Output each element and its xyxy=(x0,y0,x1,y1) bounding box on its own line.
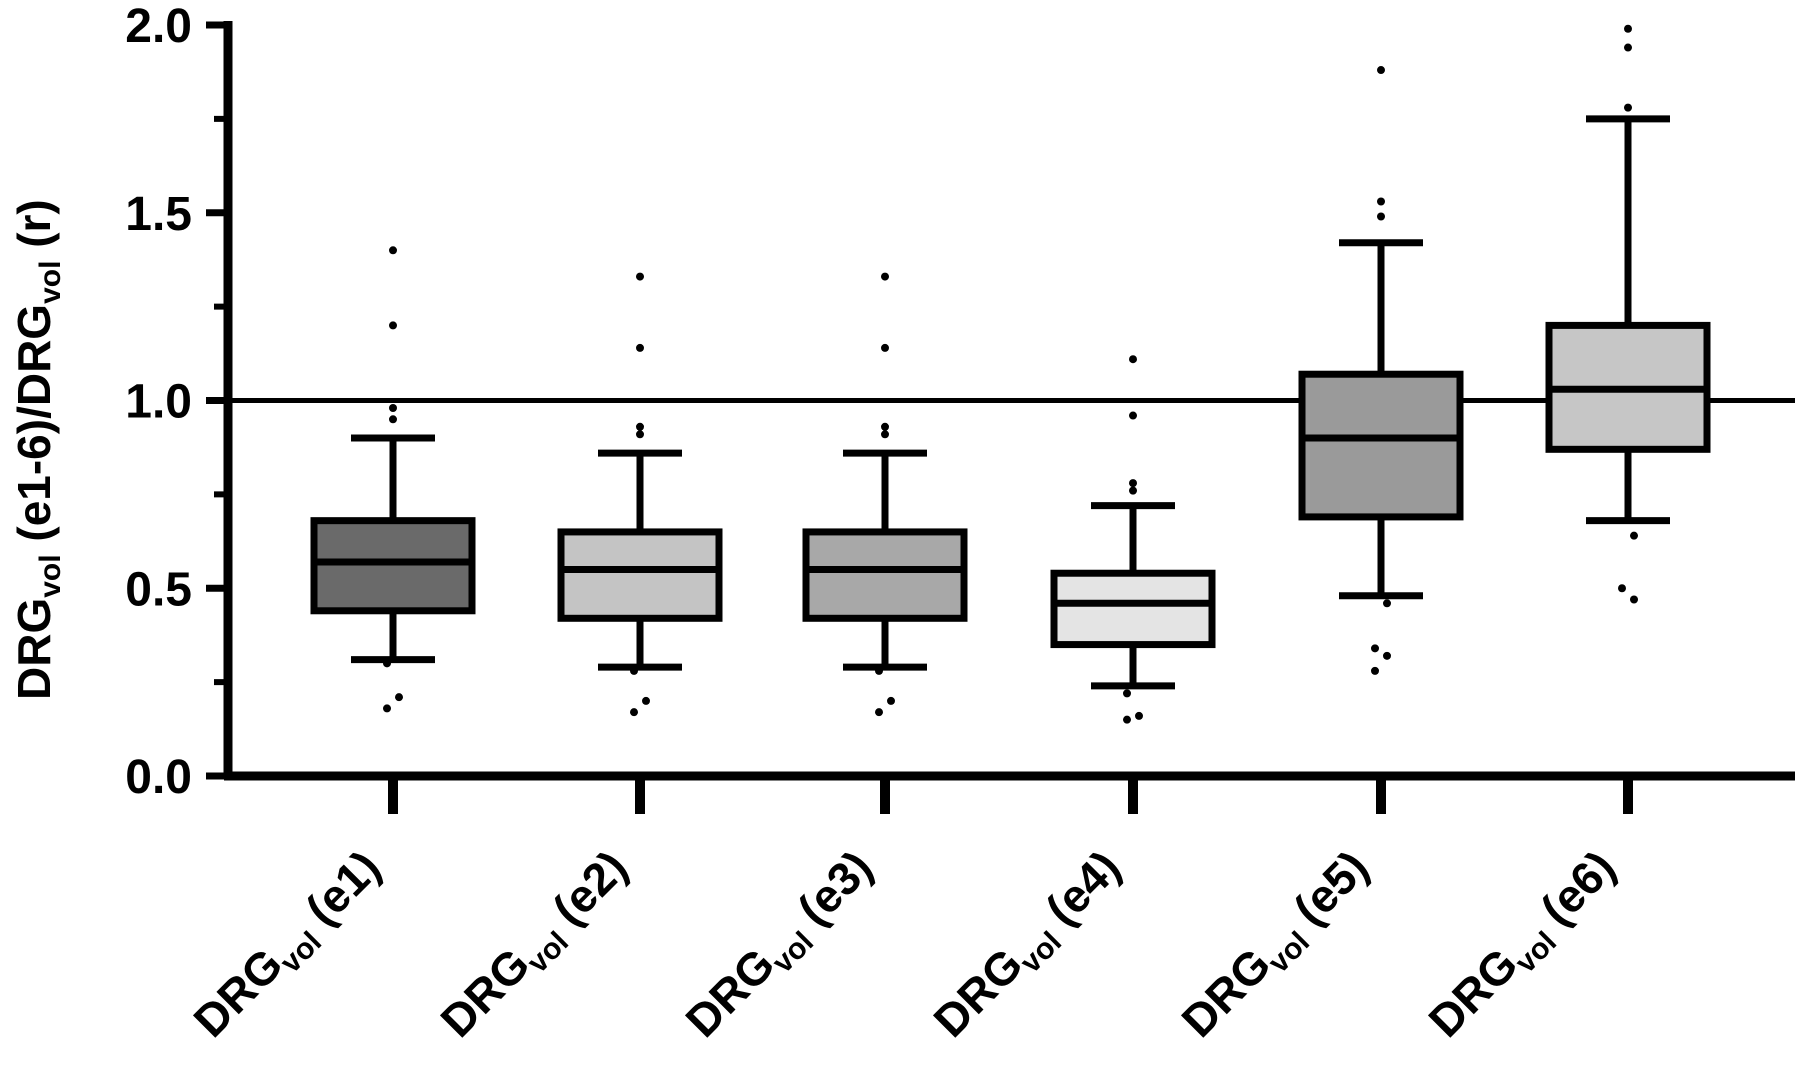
outlier-point xyxy=(383,659,391,668)
outlier-point xyxy=(1383,651,1391,660)
outlier-point xyxy=(1377,197,1385,206)
y-tick-label: 0.0 xyxy=(125,751,192,804)
outlier-point xyxy=(1371,644,1379,653)
outlier-point xyxy=(1129,479,1137,488)
box-iqr xyxy=(802,528,968,622)
outlier-point xyxy=(636,430,644,439)
category-label: DRGvol (e2) xyxy=(430,840,642,1052)
outlier-point xyxy=(1624,103,1632,112)
category-label: DRGvol (e3) xyxy=(675,840,887,1052)
x-axis xyxy=(224,771,1795,814)
outlier-point xyxy=(1123,689,1131,698)
y-axis: 0.0 0.5 1.0 1.5 2.0 xyxy=(125,0,233,804)
y-tick-label: 1.5 xyxy=(125,188,192,241)
outlier-point xyxy=(1371,666,1379,675)
outlier-point xyxy=(395,693,403,702)
outlier-point xyxy=(1377,66,1385,75)
outlier-point xyxy=(630,708,638,717)
box-group xyxy=(802,272,968,717)
category-label: DRGvol (e5) xyxy=(1171,840,1383,1052)
box-iqr xyxy=(557,528,723,622)
outlier-point xyxy=(630,666,638,675)
outlier-point xyxy=(875,708,883,717)
outlier-point xyxy=(875,666,883,675)
outlier-point xyxy=(881,343,889,352)
outlier-point xyxy=(383,704,391,713)
outlier-point xyxy=(1383,599,1391,608)
outlier-point xyxy=(389,404,397,413)
category-label: DRGvol (e4) xyxy=(923,840,1135,1052)
outlier-point xyxy=(636,422,644,431)
y-axis-title: DRGvol (e1-6)/DRGvol (r) xyxy=(8,199,67,700)
outlier-point xyxy=(636,343,644,352)
outlier-point xyxy=(642,696,650,705)
box-group xyxy=(1298,66,1464,675)
category-label: DRGvol (e1) xyxy=(183,840,395,1052)
outlier-point xyxy=(1624,43,1632,52)
outlier-point xyxy=(1129,486,1137,495)
outlier-point xyxy=(1129,355,1137,364)
box-group xyxy=(557,272,723,717)
outlier-point xyxy=(1630,595,1638,604)
outlier-point xyxy=(1624,24,1632,33)
outlier-point xyxy=(1123,715,1131,724)
outlier-point xyxy=(887,696,895,705)
y-tick-label: 0.5 xyxy=(125,563,192,616)
outlier-point xyxy=(881,430,889,439)
outlier-point xyxy=(389,246,397,255)
outlier-point xyxy=(389,415,397,424)
box-group xyxy=(1050,355,1216,724)
outlier-point xyxy=(1129,411,1137,420)
box-group xyxy=(1545,24,1711,604)
category-label: DRGvol (e6) xyxy=(1418,840,1630,1052)
outlier-point xyxy=(881,422,889,431)
category-labels: DRGvol (e1)DRGvol (e2)DRGvol (e3)DRGvol … xyxy=(183,840,1630,1052)
outlier-point xyxy=(389,321,397,330)
y-axis-title-text: DRGvol (e1-6)/DRGvol (r) xyxy=(8,199,67,700)
outlier-point xyxy=(1630,531,1638,540)
box-iqr xyxy=(310,517,476,615)
y-tick-label: 2.0 xyxy=(125,0,192,53)
outlier-point xyxy=(1377,212,1385,221)
box-group xyxy=(310,246,476,713)
outlier-point xyxy=(881,272,889,281)
box-series xyxy=(310,24,1711,724)
outlier-point xyxy=(1618,584,1626,593)
outlier-point xyxy=(1135,711,1143,720)
y-tick-label: 1.0 xyxy=(125,376,192,429)
box-iqr xyxy=(1050,569,1216,649)
outlier-point xyxy=(636,272,644,281)
box-iqr xyxy=(1298,370,1464,521)
